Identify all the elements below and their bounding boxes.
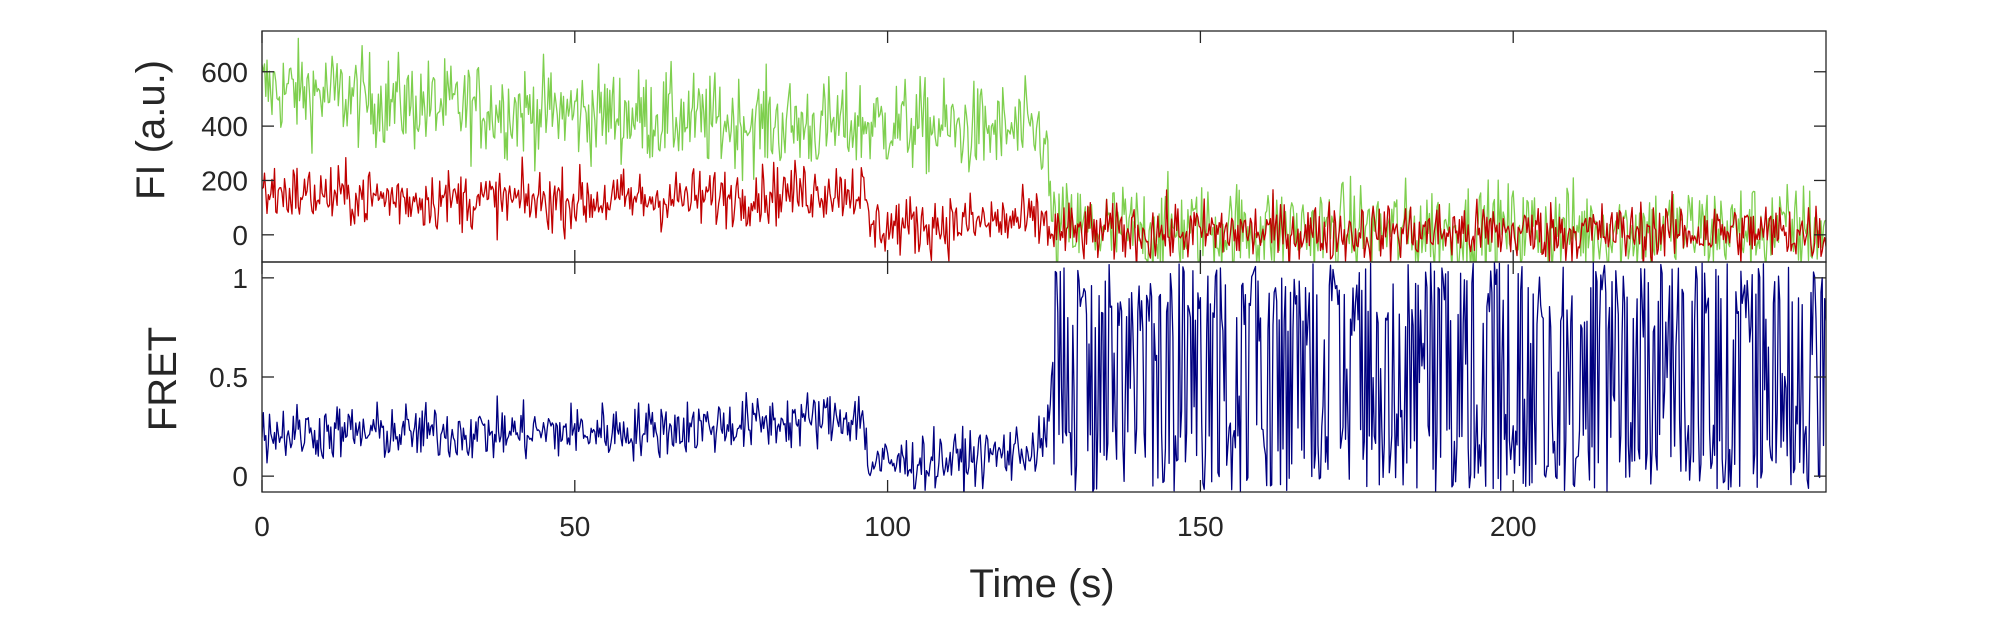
fret-series-line-0 bbox=[262, 262, 1826, 492]
fret-panel: 0 0.5 1 0 50 100 150 200 FRET Time (s) bbox=[141, 261, 1827, 606]
fluorescence-series-line-0 bbox=[262, 37, 1826, 262]
fret-y-tick-label: 0 bbox=[232, 461, 248, 492]
fluorescence-y-tick-label: 0 bbox=[232, 220, 248, 251]
fluorescence-y-tick-label: 600 bbox=[201, 57, 248, 88]
time-x-axis-label: Time (s) bbox=[969, 562, 1114, 606]
fret-y-tick-label: 0.5 bbox=[209, 362, 248, 393]
fret-x-tick-label: 150 bbox=[1177, 511, 1224, 542]
fret-y-axis-label: FRET bbox=[141, 327, 185, 431]
fret-x-tick-label: 200 bbox=[1490, 511, 1537, 542]
fret-x-tick-label: 50 bbox=[559, 511, 590, 542]
fluorescence-y-tick-label: 400 bbox=[201, 111, 248, 142]
fluorescence-series-line-1 bbox=[262, 156, 1826, 262]
fret-x-tick-label: 100 bbox=[864, 511, 911, 542]
fret-y-tick-label: 1 bbox=[232, 263, 248, 294]
fret-x-tick-label: 0 bbox=[254, 511, 270, 542]
fluorescence-y-tick-label: 200 bbox=[201, 165, 248, 196]
fluorescence-panel: 0 200 400 600 FI (a.u.) bbox=[129, 30, 1827, 263]
fluorescence-y-axis-label: FI (a.u.) bbox=[129, 60, 173, 200]
